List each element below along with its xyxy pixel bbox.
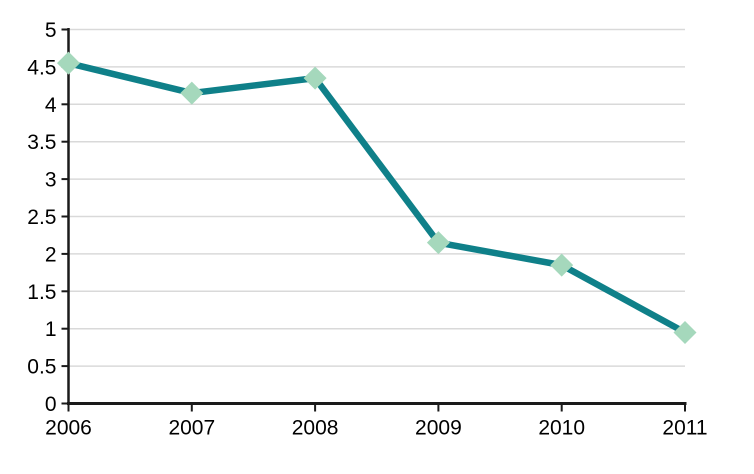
data-point-marker [57, 51, 80, 75]
data-point-marker [303, 66, 327, 90]
data-point-marker [180, 81, 204, 105]
data-point-marker [426, 231, 450, 255]
y-axis-tick-label: 5 [45, 19, 57, 42]
y-axis-tick-label: 4 [45, 94, 57, 117]
x-axis-tick-label: 2006 [45, 417, 92, 440]
y-axis-tick-label: 0.5 [27, 356, 56, 379]
x-axis-tick-label: 2007 [168, 417, 215, 440]
y-axis-tick-label: 3 [45, 169, 57, 192]
y-axis-tick-label: 3.5 [27, 131, 56, 154]
y-axis-tick-label: 2 [45, 243, 57, 266]
x-axis-tick-label: 2011 [662, 417, 707, 440]
data-series-line [65, 59, 689, 336]
x-axis-tick-label: 2010 [538, 417, 585, 440]
y-axis-tick-label: 2.5 [27, 206, 56, 229]
y-axis-tick-label: 1 [45, 318, 57, 341]
y-axis-tick-label: 0 [45, 393, 57, 416]
data-point-marker [673, 320, 697, 344]
x-axis-tick-label: 2009 [415, 417, 462, 440]
data-point-marker [550, 253, 574, 277]
y-axis-tick-label: 1.5 [27, 281, 56, 304]
x-axis-tick-label: 2008 [292, 417, 339, 440]
y-axis-tick-label: 4.5 [27, 56, 56, 79]
